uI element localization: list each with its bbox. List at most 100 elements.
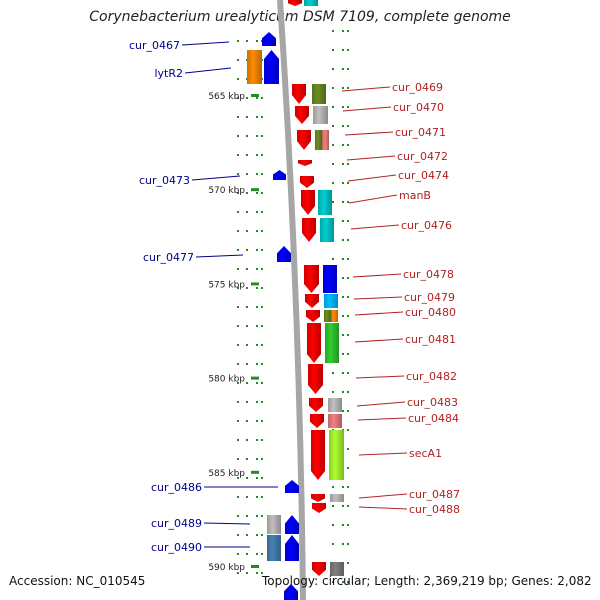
- gene-feature: [267, 535, 281, 561]
- lane-dot: [261, 249, 263, 251]
- lane-dot: [347, 220, 349, 222]
- lane-dot: [342, 125, 344, 127]
- scale-label: 570 kbp: [208, 186, 245, 196]
- lane-dot: [256, 553, 258, 555]
- lane-dot: [347, 562, 349, 564]
- lane-dot: [261, 553, 263, 555]
- gene-feature: [307, 323, 321, 363]
- scale-label: 565 kbp: [208, 92, 245, 102]
- lane-dot: [246, 458, 248, 460]
- leader-line: [341, 86, 391, 92]
- lane-dot: [256, 496, 258, 498]
- lane-dot: [347, 372, 349, 374]
- gene-feature: [325, 323, 339, 363]
- lane-dot: [256, 401, 258, 403]
- lane-dot: [261, 135, 263, 137]
- lane-dot: [332, 524, 334, 526]
- lane-dot: [261, 534, 263, 536]
- lane-dot: [347, 467, 349, 469]
- gene-label-right: cur_0470: [393, 101, 444, 114]
- gene-feature: [320, 218, 334, 242]
- gene-label-right: cur_0469: [392, 81, 443, 94]
- lane-dot: [261, 458, 263, 460]
- gene-label-left: cur_0486: [151, 481, 202, 494]
- lane-dot: [342, 334, 344, 336]
- gene-feature: [301, 190, 315, 215]
- lane-dot: [347, 182, 349, 184]
- lane-dot: [347, 315, 349, 317]
- lane-dot: [237, 211, 239, 213]
- lane-dot: [347, 429, 349, 431]
- gene-feature: [322, 130, 329, 150]
- lane-dot: [246, 116, 248, 118]
- lane-dot: [342, 505, 344, 507]
- lane-dot: [237, 553, 239, 555]
- leader-line: [191, 175, 241, 181]
- gene-feature: [308, 364, 323, 394]
- leader-line: [181, 41, 230, 46]
- lane-dot: [332, 68, 334, 70]
- lane-dot: [347, 30, 349, 32]
- gene-label-right: cur_0476: [401, 219, 452, 232]
- genome-backbone: [277, 0, 306, 600]
- lane-dot: [246, 534, 248, 536]
- gene-label-right: cur_0488: [409, 503, 460, 516]
- leader-line: [356, 401, 406, 407]
- lane-dot: [342, 30, 344, 32]
- lane-dot: [342, 239, 344, 241]
- lane-dot: [256, 477, 258, 479]
- lane-dot: [342, 486, 344, 488]
- lane-dot: [332, 581, 334, 583]
- lane-dot: [237, 230, 239, 232]
- lane-dot: [256, 230, 258, 232]
- lane-dot: [347, 410, 349, 412]
- gene-label-right: cur_0479: [404, 291, 455, 304]
- gene-feature: [312, 562, 326, 576]
- leader-line: [347, 174, 397, 182]
- gene-label-right: cur_0474: [398, 169, 449, 182]
- lane-dot: [237, 135, 239, 137]
- lane-dot: [256, 325, 258, 327]
- lane-dot: [256, 211, 258, 213]
- lane-dot: [347, 581, 349, 583]
- scale-label: 585 kbp: [208, 469, 245, 479]
- lane-dot: [261, 515, 263, 517]
- lane-dot: [237, 287, 239, 289]
- leader-line: [357, 417, 407, 421]
- lane-dot: [332, 182, 334, 184]
- lane-dot: [246, 496, 248, 498]
- gene-feature: [273, 170, 286, 180]
- gene-feature: [318, 190, 332, 215]
- lane-dot: [332, 201, 334, 203]
- lane-dot: [237, 572, 239, 574]
- gene-feature: [284, 584, 298, 600]
- lane-dot: [246, 306, 248, 308]
- lane-dot: [256, 572, 258, 574]
- gene-feature: [288, 0, 302, 6]
- lane-dot: [261, 439, 263, 441]
- gene-label-left: cur_0473: [139, 174, 190, 187]
- lane-dot: [246, 363, 248, 365]
- lane-dot: [256, 135, 258, 137]
- gene-label-left: cur_0467: [129, 39, 180, 52]
- lane-dot: [256, 420, 258, 422]
- lane-dot: [261, 154, 263, 156]
- lane-dot: [237, 420, 239, 422]
- map-title: Corynebacterium urealyticum DSM 7109, co…: [89, 9, 511, 25]
- leader-line: [203, 522, 251, 525]
- gene-feature: [311, 430, 325, 480]
- leader-line: [354, 311, 404, 316]
- scale-tick: [251, 282, 259, 286]
- lane-dot: [237, 40, 239, 42]
- lane-dot: [332, 144, 334, 146]
- lane-dot: [342, 258, 344, 260]
- lane-dot: [342, 106, 344, 108]
- lane-dot: [237, 401, 239, 403]
- lane-dot: [347, 524, 349, 526]
- lane-dot: [342, 353, 344, 355]
- lane-dot: [342, 201, 344, 203]
- lane-dot: [347, 448, 349, 450]
- accession-text: Accession: NC_010545: [9, 574, 146, 588]
- lane-dot: [261, 287, 263, 289]
- gene-feature: [267, 515, 281, 534]
